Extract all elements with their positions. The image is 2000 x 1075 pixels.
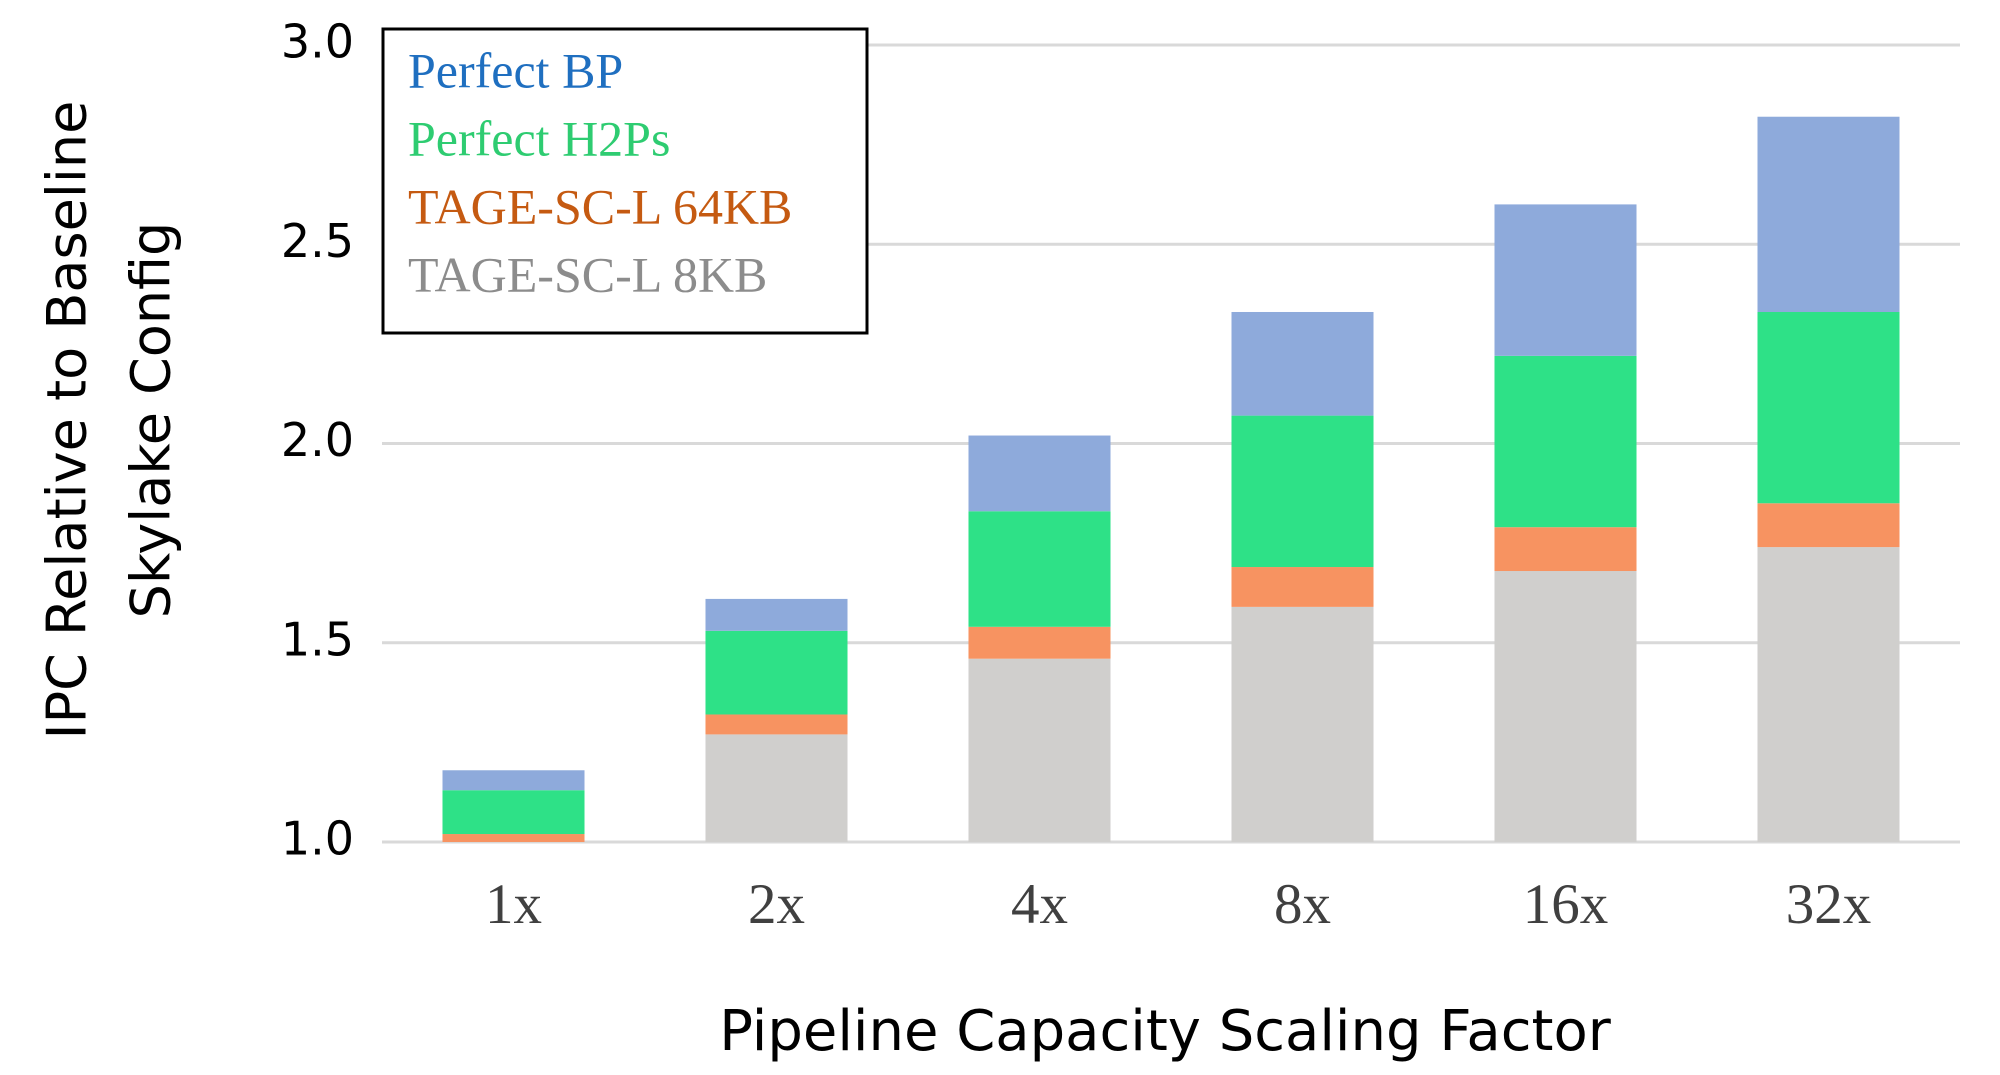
y-tick-label: 1.0 (281, 812, 354, 866)
legend-label: TAGE-SC-L 64KB (408, 178, 792, 234)
bar-segment (1757, 547, 1900, 842)
legend-label: TAGE-SC-L 8KB (408, 246, 767, 302)
bar-segment (1494, 355, 1637, 528)
bar-segment (1757, 116, 1900, 312)
bar-segment (705, 714, 848, 735)
y-tick-label: 3.0 (281, 15, 354, 69)
bar-segment (442, 770, 585, 791)
bar-segment (1494, 527, 1637, 572)
y-axis-title: Skylake Config (120, 222, 183, 619)
bar-segment (705, 734, 848, 842)
bar-segment (968, 435, 1111, 512)
bar-segment (442, 790, 585, 835)
x-tick-label: 2x (748, 873, 805, 936)
bar-segment (442, 834, 585, 842)
bar-segment (1757, 311, 1900, 504)
bar-segment (1231, 606, 1374, 842)
bar-segment (968, 511, 1111, 627)
y-tick-label: 2.5 (281, 214, 354, 268)
bar-segment (968, 658, 1111, 842)
bar-segment (705, 630, 848, 715)
bar-segment (1494, 204, 1637, 356)
x-tick-label: 4x (1011, 873, 1068, 936)
bar-segment (1231, 415, 1374, 568)
x-tick-label: 8x (1274, 873, 1331, 936)
bar-segment (1231, 311, 1374, 416)
legend-label: Perfect H2Ps (408, 110, 670, 166)
y-tick-label: 1.5 (281, 612, 354, 666)
x-tick-label: 32x (1786, 873, 1872, 936)
bar-segment (1494, 571, 1637, 842)
y-axis-title: IPC Relative to Baseline (36, 101, 99, 740)
bar-segment (968, 626, 1111, 659)
y-tick-label: 2.0 (281, 413, 354, 467)
x-tick-label: 1x (485, 873, 542, 936)
legend-label: Perfect BP (408, 42, 623, 98)
x-axis-title: Pipeline Capacity Scaling Factor (719, 999, 1611, 1064)
bar-segment (1757, 503, 1900, 548)
bar-segment (705, 598, 848, 631)
legend-box (381, 27, 869, 335)
x-tick-label: 16x (1523, 873, 1609, 936)
bar-segment (1231, 567, 1374, 607)
